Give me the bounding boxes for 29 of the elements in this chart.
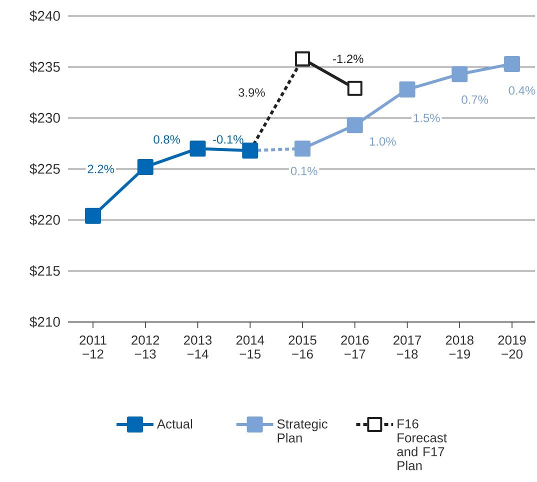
x-tick-label: 2016 −17 [341, 336, 369, 359]
annotation: 0.4% [508, 86, 536, 95]
annotation: 1.5% [414, 114, 440, 122]
legend-label: Strategic Plan [277, 419, 328, 443]
y-tick-label: $215 [30, 265, 60, 277]
y-tick-label: $225 [30, 163, 60, 175]
annotation: 0.1% [290, 166, 318, 176]
x-tick-label: 2011 −12 [80, 336, 106, 359]
x-tick-label: 2017 −18 [394, 336, 422, 359]
y-tick-label: $240 [30, 10, 60, 22]
y-tick-label: $210 [30, 316, 60, 328]
y-tick-label: $235 [30, 61, 60, 73]
x-tick-label: 2012 −13 [132, 336, 160, 359]
x-tick-label: 2015 −16 [288, 336, 316, 359]
legend-label: Actual [156, 419, 192, 429]
annotation: 3.9% [238, 88, 265, 97]
x-tick-label: 2018 −19 [446, 336, 474, 359]
legend-label: F16 Forecast and F17 Plan [397, 419, 447, 470]
x-tick-label: 2019 −20 [498, 336, 526, 359]
x-tick-label: 2014 −15 [236, 336, 264, 359]
x-tick-label: 2013 −14 [184, 336, 212, 359]
y-tick-label: $230 [30, 112, 60, 124]
annotation: -0.1% [213, 135, 244, 144]
annotation: 2.2% [88, 164, 114, 174]
annotation: -1.2% [332, 54, 364, 64]
annotation: 1.0% [370, 137, 396, 146]
annotation: 0.8% [154, 135, 180, 144]
y-tick-label: $220 [30, 214, 60, 226]
annotation: 0.7% [462, 95, 488, 104]
